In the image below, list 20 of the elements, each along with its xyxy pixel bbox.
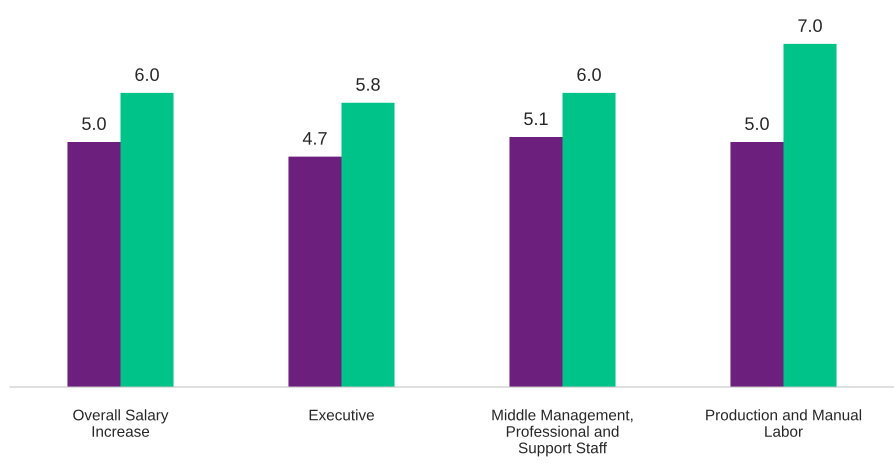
bar [288, 156, 342, 387]
x-tick-label: Middle Management, Professional and Support Staff [492, 409, 632, 456]
data-label: 6.0 [577, 68, 601, 82]
data-label: 6.0 [135, 68, 159, 82]
bar [342, 102, 395, 387]
x-tick-label: Production and Manual Labor [706, 409, 862, 437]
x-tick-label: Overall Salary Increase [73, 409, 168, 437]
data-label: 5.0 [82, 117, 106, 130]
bar [730, 142, 784, 387]
bar [509, 137, 562, 387]
bar [120, 92, 174, 387]
bar [67, 142, 120, 387]
data-label: 4.7 [302, 132, 327, 145]
data-label: 5.1 [524, 112, 548, 126]
data-label: 5.8 [356, 78, 380, 91]
x-tick-label: Executive [310, 409, 374, 420]
data-label: 5.0 [745, 117, 769, 130]
bar [562, 92, 616, 387]
data-label: 7.0 [798, 19, 822, 32]
bar [784, 44, 837, 387]
